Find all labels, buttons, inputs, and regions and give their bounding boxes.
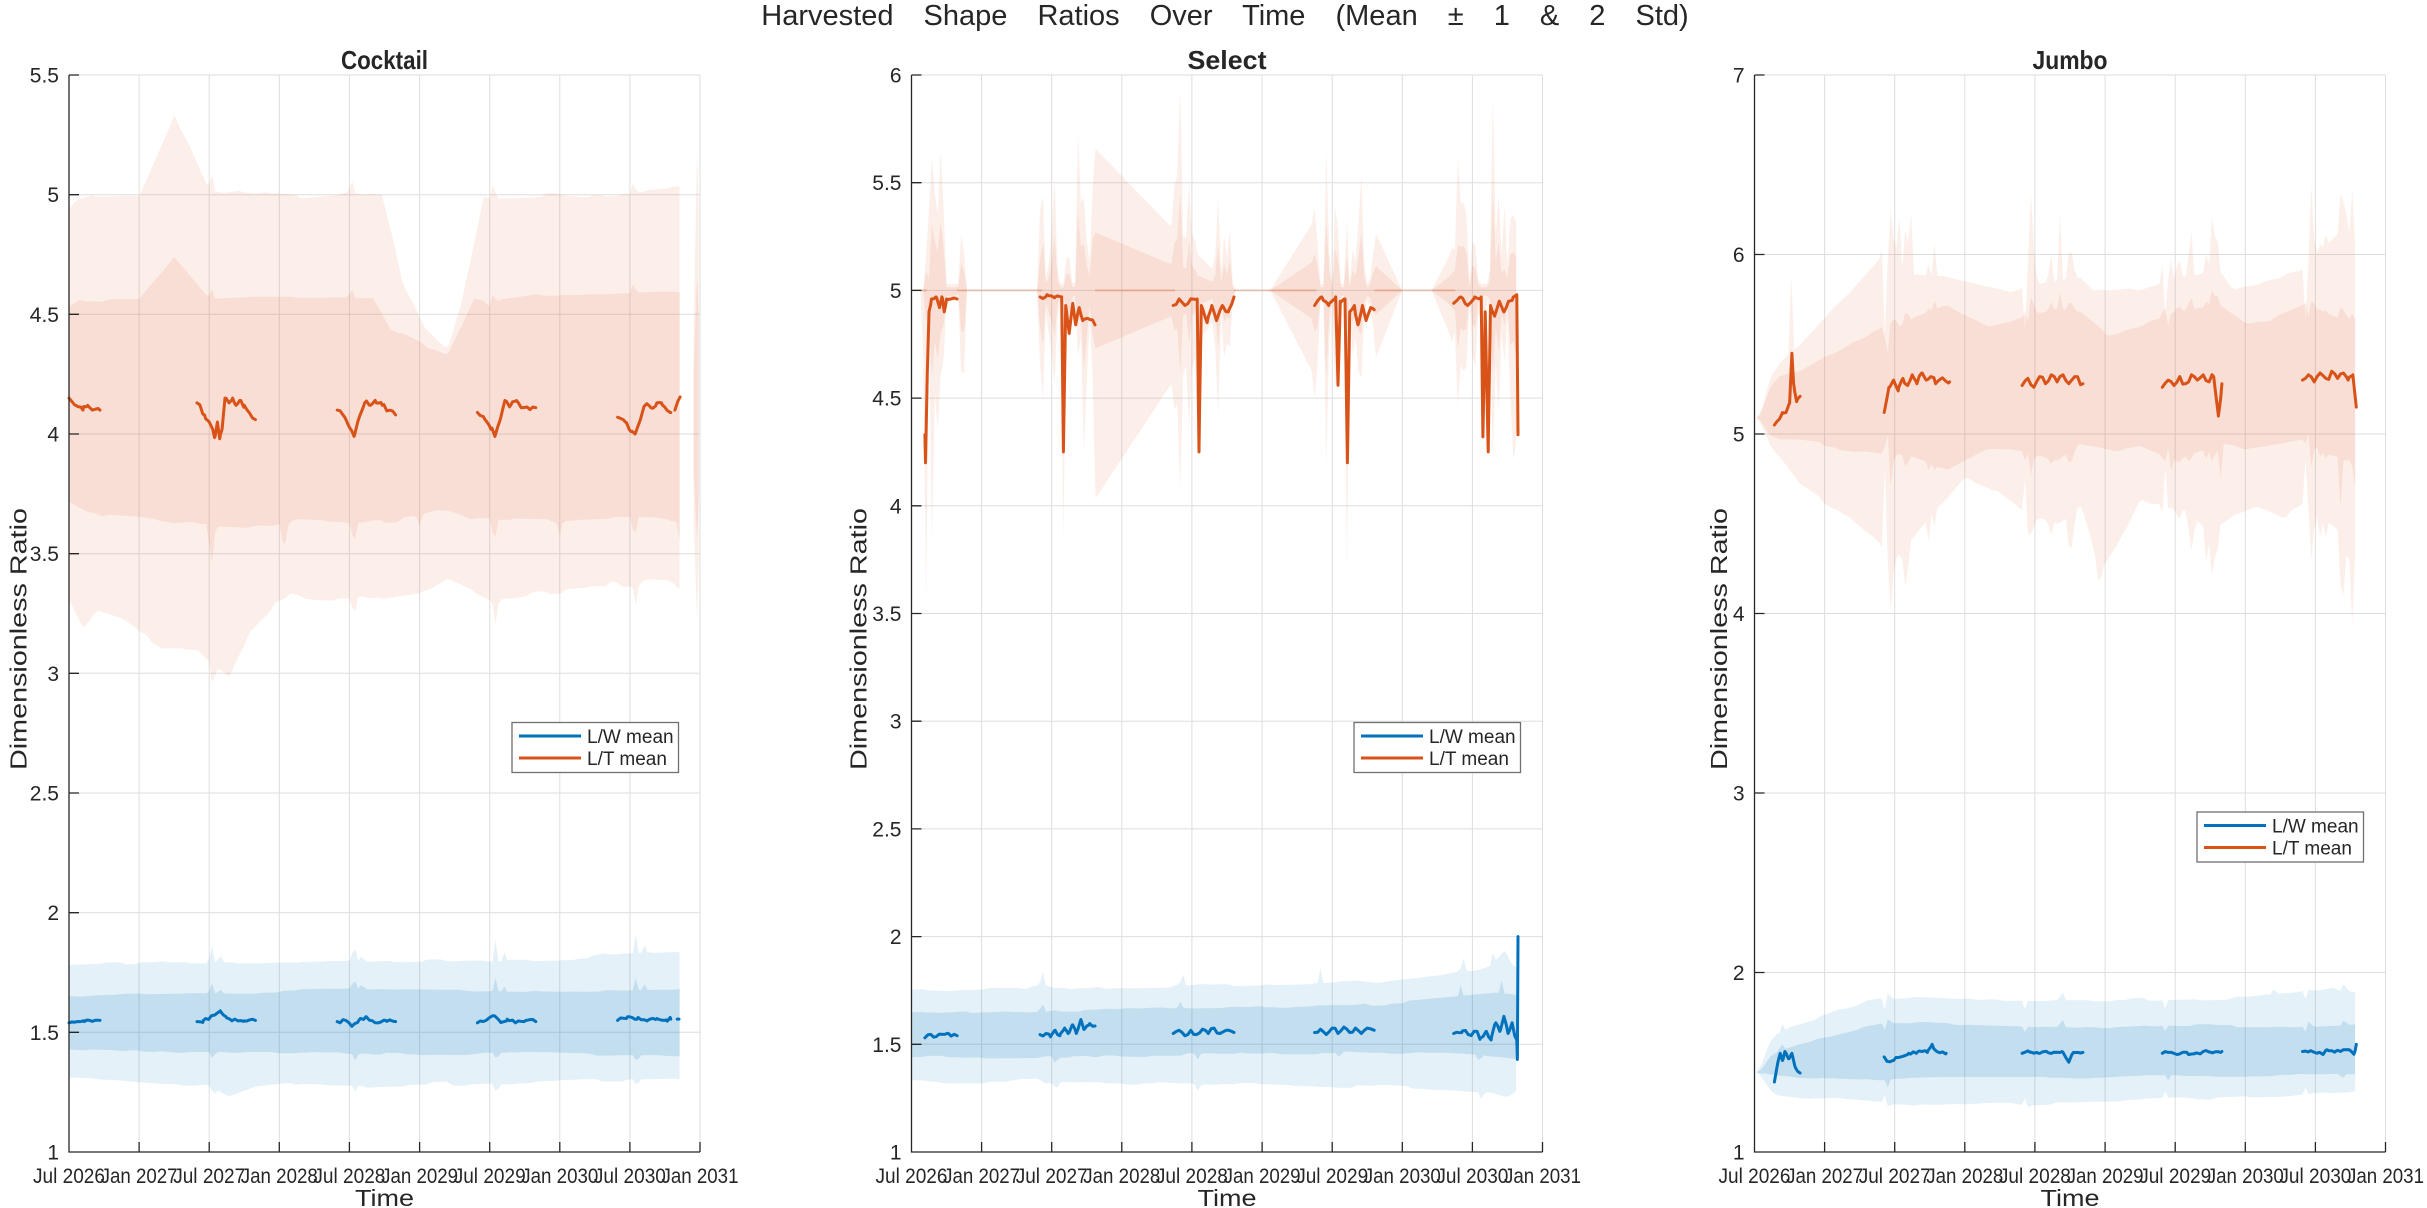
svg-text:Jul 2028: Jul 2028 [1999, 1165, 2071, 1188]
svg-text:3.5: 3.5 [872, 603, 901, 626]
svg-text:4: 4 [47, 424, 59, 447]
svg-text:1.5: 1.5 [30, 1022, 59, 1045]
svg-text:Jul 2027: Jul 2027 [1016, 1165, 1088, 1188]
svg-text:Jul 2029: Jul 2029 [454, 1165, 526, 1188]
svg-text:Jan 2027: Jan 2027 [101, 1165, 178, 1188]
svg-text:Jul 2026: Jul 2026 [33, 1165, 105, 1188]
svg-text:Jan 2029: Jan 2029 [381, 1165, 458, 1188]
svg-text:5: 5 [47, 184, 59, 207]
svg-text:5: 5 [890, 280, 902, 303]
svg-text:Jan 2028: Jan 2028 [1926, 1165, 2003, 1188]
svg-text:4: 4 [1733, 603, 1745, 626]
svg-text:Dimensionless Ratio: Dimensionless Ratio [1706, 508, 1732, 770]
svg-text:2.5: 2.5 [872, 818, 901, 841]
svg-text:Cocktail: Cocktail [341, 45, 428, 75]
svg-text:6: 6 [1733, 244, 1745, 267]
svg-text:4: 4 [890, 495, 902, 518]
svg-text:6: 6 [890, 65, 902, 88]
svg-text:Jul 2028: Jul 2028 [1156, 1165, 1228, 1188]
svg-text:Jan 2030: Jan 2030 [1364, 1165, 1441, 1188]
svg-text:Jan 2027: Jan 2027 [1786, 1165, 1863, 1188]
svg-text:Dimensionless Ratio: Dimensionless Ratio [846, 508, 872, 770]
svg-text:Jul 2027: Jul 2027 [173, 1165, 245, 1188]
svg-text:5: 5 [1733, 424, 1745, 447]
svg-text:L/W mean: L/W mean [1429, 727, 1516, 748]
svg-text:2: 2 [890, 926, 902, 949]
svg-text:Jan 2031: Jan 2031 [1504, 1165, 1581, 1188]
svg-text:1: 1 [47, 1142, 59, 1165]
svg-text:3: 3 [1733, 783, 1745, 806]
svg-text:Jan 2030: Jan 2030 [2207, 1165, 2284, 1188]
svg-text:Jul 2029: Jul 2029 [2139, 1165, 2211, 1188]
svg-text:3: 3 [890, 711, 902, 734]
svg-text:Jul 2026: Jul 2026 [876, 1165, 948, 1188]
svg-text:2: 2 [1733, 962, 1745, 985]
svg-text:1: 1 [1733, 1142, 1745, 1165]
svg-text:Time: Time [2041, 1185, 2100, 1208]
svg-text:3.5: 3.5 [30, 543, 59, 566]
svg-text:1.5: 1.5 [872, 1034, 901, 1057]
svg-text:Jul 2030: Jul 2030 [2279, 1165, 2351, 1188]
svg-text:Jan 2028: Jan 2028 [241, 1165, 318, 1188]
svg-text:Jan 2027: Jan 2027 [943, 1165, 1020, 1188]
svg-text:7: 7 [1733, 65, 1745, 88]
svg-text:Jan 2028: Jan 2028 [1083, 1165, 1160, 1188]
svg-text:Jan 2030: Jan 2030 [521, 1165, 598, 1188]
svg-text:5.5: 5.5 [30, 65, 59, 88]
svg-text:2: 2 [47, 902, 59, 925]
svg-text:Jul 2026: Jul 2026 [1719, 1165, 1791, 1188]
svg-text:L/T mean: L/T mean [587, 749, 667, 770]
svg-text:L/T mean: L/T mean [1429, 749, 1509, 770]
svg-text:Jan 2031: Jan 2031 [662, 1165, 739, 1188]
svg-text:L/W mean: L/W mean [587, 727, 674, 748]
svg-text:Jan 2031: Jan 2031 [2347, 1165, 2424, 1188]
svg-text:1: 1 [890, 1142, 902, 1165]
svg-text:Jul 2028: Jul 2028 [313, 1165, 385, 1188]
svg-text:4.5: 4.5 [30, 304, 59, 327]
svg-text:Jan 2029: Jan 2029 [1224, 1165, 1301, 1188]
svg-text:L/W mean: L/W mean [2272, 817, 2359, 838]
svg-text:Time: Time [355, 1185, 414, 1208]
svg-text:5.5: 5.5 [872, 172, 901, 195]
svg-text:Jan 2029: Jan 2029 [2067, 1165, 2144, 1188]
svg-text:Jul 2030: Jul 2030 [1436, 1165, 1508, 1188]
svg-text:Jumbo: Jumbo [2033, 45, 2108, 75]
svg-text:2.5: 2.5 [30, 783, 59, 806]
svg-text:L/T mean: L/T mean [2272, 839, 2352, 860]
svg-text:4.5: 4.5 [872, 388, 901, 411]
svg-text:Jul 2030: Jul 2030 [594, 1165, 666, 1188]
svg-text:3: 3 [47, 663, 59, 686]
svg-text:Select: Select [1188, 45, 1267, 75]
svg-text:Jul 2029: Jul 2029 [1296, 1165, 1368, 1188]
svg-text:Time: Time [1198, 1185, 1257, 1208]
svg-text:Dimensionless Ratio: Dimensionless Ratio [6, 508, 32, 770]
svg-text:Jul 2027: Jul 2027 [1859, 1165, 1931, 1188]
svg-text:Harvested Shape Ratios Over Ti: Harvested Shape Ratios Over Time (Mean ±… [761, 0, 1688, 32]
